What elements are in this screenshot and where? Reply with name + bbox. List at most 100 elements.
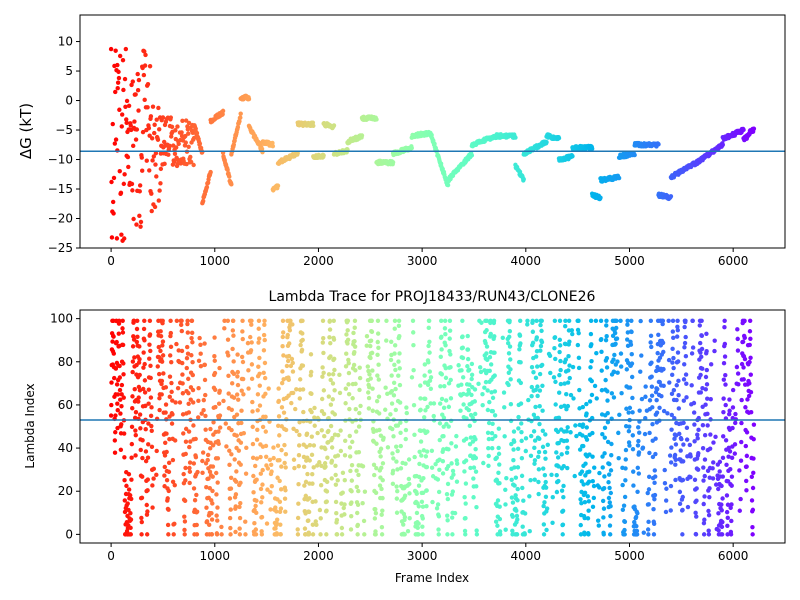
lambda-point <box>660 340 666 345</box>
y-tick-label: 0 <box>65 527 73 541</box>
lambda-point <box>579 469 585 474</box>
lambda-point <box>274 509 279 514</box>
lambda-point <box>140 474 145 479</box>
lambda-point <box>143 427 148 432</box>
lambda-point <box>671 355 676 361</box>
lambda-point <box>279 380 285 386</box>
lambda-point <box>235 374 240 379</box>
lambda-point <box>648 318 654 323</box>
lambda-point <box>723 402 728 408</box>
lambda-point <box>678 448 683 453</box>
lambda-point <box>563 318 568 323</box>
lambda-point <box>156 344 161 350</box>
lambda-point <box>300 331 305 336</box>
lambda-point <box>175 385 181 391</box>
lambda-point <box>379 465 384 471</box>
lambda-point <box>605 419 611 425</box>
lambda-point <box>300 318 305 323</box>
lambda-point <box>182 498 188 503</box>
lambda-point <box>284 363 290 369</box>
lambda-point <box>143 403 148 409</box>
lambda-point <box>321 388 327 393</box>
lambda-point <box>310 522 316 527</box>
lambda-point <box>328 340 333 346</box>
lambda-point <box>501 390 507 395</box>
lambda-point <box>437 457 442 462</box>
lambda-point <box>729 474 735 479</box>
lambda-point <box>361 518 367 524</box>
dg-point <box>409 145 414 151</box>
lambda-point <box>142 361 147 367</box>
lambda-point <box>389 401 395 406</box>
lambda-point <box>131 318 137 323</box>
lambda-point <box>727 397 732 402</box>
lambda-point <box>189 318 195 323</box>
lambda-point <box>631 483 636 488</box>
lambda-point <box>147 342 152 347</box>
dg-point <box>141 72 147 78</box>
lambda-point <box>708 362 714 367</box>
lambda-point <box>646 474 652 480</box>
lambda-point <box>163 440 168 445</box>
lambda-point <box>612 330 618 336</box>
lambda-point <box>137 344 142 349</box>
lambda-point <box>238 440 244 445</box>
lambda-point <box>374 441 379 446</box>
lambda-point <box>447 318 453 323</box>
lambda-point <box>331 337 337 342</box>
lambda-point <box>518 401 524 406</box>
dg-point <box>295 150 300 156</box>
lambda-point <box>623 478 628 483</box>
lambda-point <box>627 385 633 390</box>
lambda-point <box>366 390 371 395</box>
lambda-point <box>439 318 444 323</box>
dg-point <box>149 191 154 196</box>
lambda-point <box>332 367 337 373</box>
lambda-point <box>734 364 740 370</box>
y-tick-label: −20 <box>48 212 73 226</box>
lambda-point <box>682 324 687 330</box>
dg-point <box>118 190 124 196</box>
lambda-point <box>703 374 709 380</box>
lambda-point <box>333 472 338 478</box>
dg-point <box>115 80 121 85</box>
lambda-point <box>212 358 217 363</box>
lambda-point <box>735 371 741 376</box>
lambda-point <box>149 444 155 449</box>
lambda-point <box>214 532 220 537</box>
lambda-point <box>393 367 398 373</box>
lambda-point <box>431 413 436 419</box>
lambda-point <box>120 342 126 348</box>
lambda-point <box>229 427 234 433</box>
lambda-point <box>389 373 394 378</box>
lambda-point <box>510 528 515 534</box>
lambda-point <box>330 397 335 402</box>
lambda-point <box>449 441 454 446</box>
lambda-point <box>747 381 752 386</box>
lambda-point <box>234 433 239 438</box>
lambda-point <box>589 392 595 398</box>
lambda-point <box>682 362 687 367</box>
lambda-point <box>518 318 523 323</box>
lambda-point <box>195 469 200 475</box>
lambda-point <box>676 359 681 364</box>
lambda-point <box>115 392 121 397</box>
lambda-point <box>293 406 298 412</box>
lambda-point <box>212 335 217 340</box>
lambda-point <box>329 476 334 481</box>
lambda-point <box>416 532 421 537</box>
lambda-point <box>640 445 646 450</box>
lambda-point <box>256 340 261 345</box>
lambda-point <box>681 377 687 382</box>
lambda-point <box>228 507 233 512</box>
lambda-point <box>699 333 705 338</box>
lambda-point <box>617 412 622 418</box>
lambda-point <box>143 458 149 464</box>
dg-point <box>656 142 661 147</box>
lambda-point <box>259 532 265 537</box>
lambda-point <box>587 469 592 474</box>
dg-point <box>544 139 549 145</box>
lambda-point <box>454 433 459 439</box>
lambda-point <box>427 339 432 345</box>
lambda-point <box>212 387 218 392</box>
